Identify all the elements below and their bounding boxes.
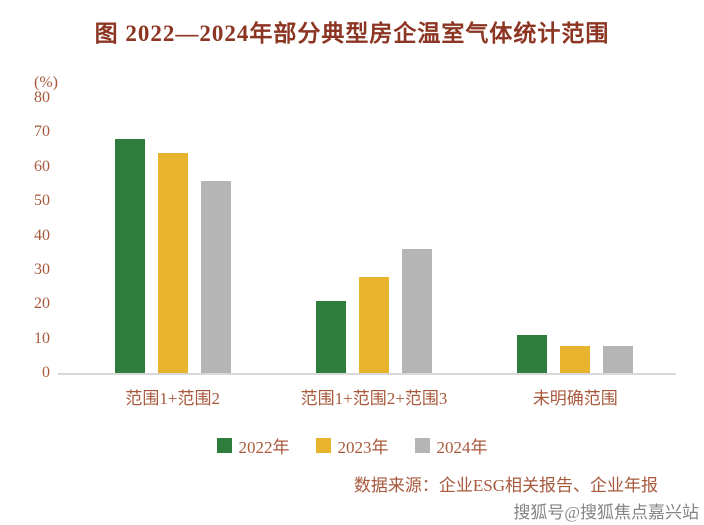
bar-group [273, 249, 474, 373]
category-labels: 范围1+范围2 范围1+范围2+范围3 未明确范围 [58, 384, 676, 409]
bar-series0-cat0 [114, 139, 145, 373]
y-axis-tick: 40 [34, 226, 50, 244]
y-axis-tick: 30 [34, 260, 50, 278]
bar-series1-cat0 [157, 153, 188, 373]
y-axis-tick: 60 [34, 157, 50, 175]
legend-item: 2022年 [216, 433, 290, 458]
bar-series2-cat1 [401, 249, 432, 373]
legend-swatch [216, 438, 232, 453]
data-source-text: 数据来源：企业ESG相关报告、企业年报 [353, 476, 658, 495]
category-label: 范围1+范围2 [125, 389, 220, 408]
legend-label: 2022年 [238, 438, 290, 457]
chart-area: 0 10 20 30 40 50 60 70 80 范围1+范围2 范围1+范围2+范围3 未明确范… [0, 89, 704, 409]
bar-series2-cat0 [200, 180, 231, 373]
watermark: 搜狐号@搜狐焦点嘉兴站 [513, 503, 699, 522]
plot-area [58, 98, 676, 375]
y-axis-tick: 10 [34, 329, 50, 347]
y-axis: 0 10 20 30 40 50 60 70 80 [14, 89, 58, 381]
legend-label: 2023年 [337, 438, 389, 457]
bar-series2-cat2 [603, 345, 634, 373]
y-axis-tick: 0 [42, 364, 50, 381]
category-label: 未明确范围 [532, 389, 618, 408]
legend-label: 2024年 [436, 438, 488, 457]
chart-title: 图 2022—2024年部分典型房企温室气体统计范围 [94, 21, 610, 46]
legend-item: 2023年 [315, 433, 389, 458]
plot-wrap: 范围1+范围2 范围1+范围2+范围3 未明确范围 [58, 98, 676, 409]
category-label: 范围1+范围2+范围3 [300, 389, 448, 408]
legend-item: 2024年 [414, 433, 488, 458]
y-axis-tick: 20 [34, 295, 50, 313]
bar-series0-cat1 [315, 300, 346, 373]
legend-swatch [414, 438, 430, 453]
bar-series1-cat1 [358, 276, 389, 373]
y-axis-unit-label: (%) [34, 74, 58, 91]
y-axis-tick: 70 [34, 123, 50, 141]
legend: 2022年 2023年 2024年 [0, 433, 704, 458]
y-axis-tick: 50 [34, 192, 50, 210]
bar-group [72, 139, 273, 373]
bar-series0-cat2 [517, 335, 548, 373]
bar-series1-cat2 [560, 345, 591, 373]
bar-group [475, 335, 676, 373]
y-axis-tick: 80 [34, 89, 50, 106]
legend-swatch [315, 438, 331, 453]
